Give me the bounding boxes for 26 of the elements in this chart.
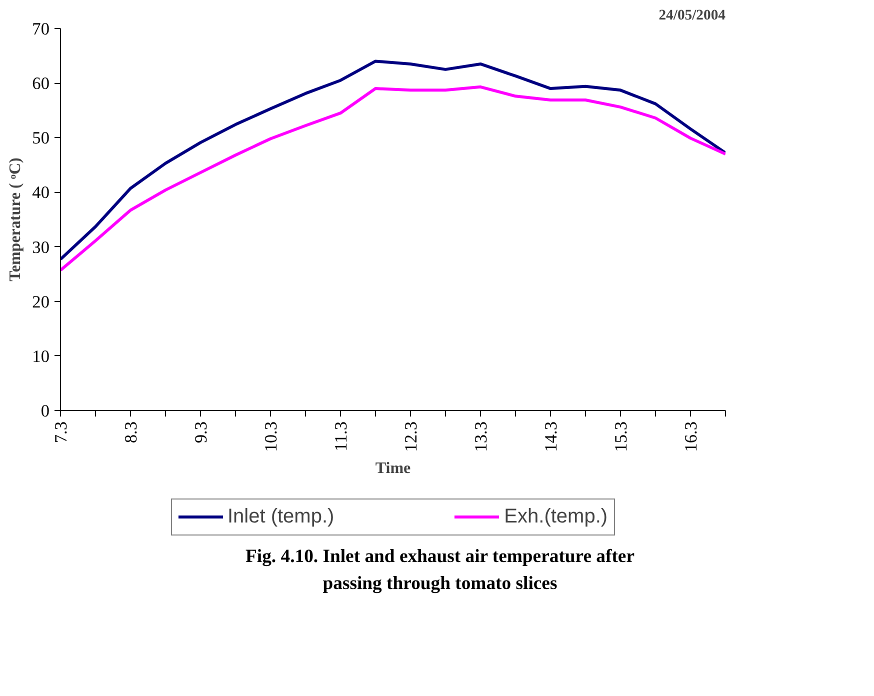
- x-tick-label: 8.3: [122, 421, 140, 444]
- caption: Fig. 4.10. Inlet and exhaust air temperature after passing through tomato slices: [244, 545, 636, 596]
- x-axis-title: Time: [375, 460, 411, 477]
- x-tick-label: 13.3: [472, 421, 490, 452]
- y-tick-label: 10: [32, 346, 50, 366]
- line-series: [60, 85, 726, 272]
- x-tick-label: 12.3: [402, 421, 420, 452]
- legend-label: Exh.(temp.): [504, 505, 608, 528]
- x-tick-label: 16.3: [682, 421, 700, 452]
- y-tick-label: 70: [32, 20, 50, 38]
- y-tick-label: 30: [32, 238, 50, 257]
- text: 24/05/2004: [658, 8, 726, 24]
- x-tick-label: 10.3: [262, 421, 280, 452]
- y-tick-label: 60: [32, 74, 50, 94]
- y-tick-label: 40: [32, 183, 50, 202]
- line-series: [60, 60, 726, 261]
- y-tick-label: 50: [32, 128, 50, 148]
- x-tick-label: 9.3: [192, 421, 210, 444]
- x-tick-label: 11.3: [332, 421, 350, 452]
- y-tick-label: 20: [32, 292, 50, 312]
- y-axis-title: Temperature ( ᵒC): [7, 158, 24, 282]
- x-tick-label: 14.3: [542, 421, 560, 452]
- y-tick-label: 0: [40, 402, 50, 420]
- legend-label: Inlet (temp.): [227, 505, 334, 528]
- x-tick-label: 15.3: [612, 421, 630, 452]
- x-tick-label: 7.3: [52, 421, 70, 444]
